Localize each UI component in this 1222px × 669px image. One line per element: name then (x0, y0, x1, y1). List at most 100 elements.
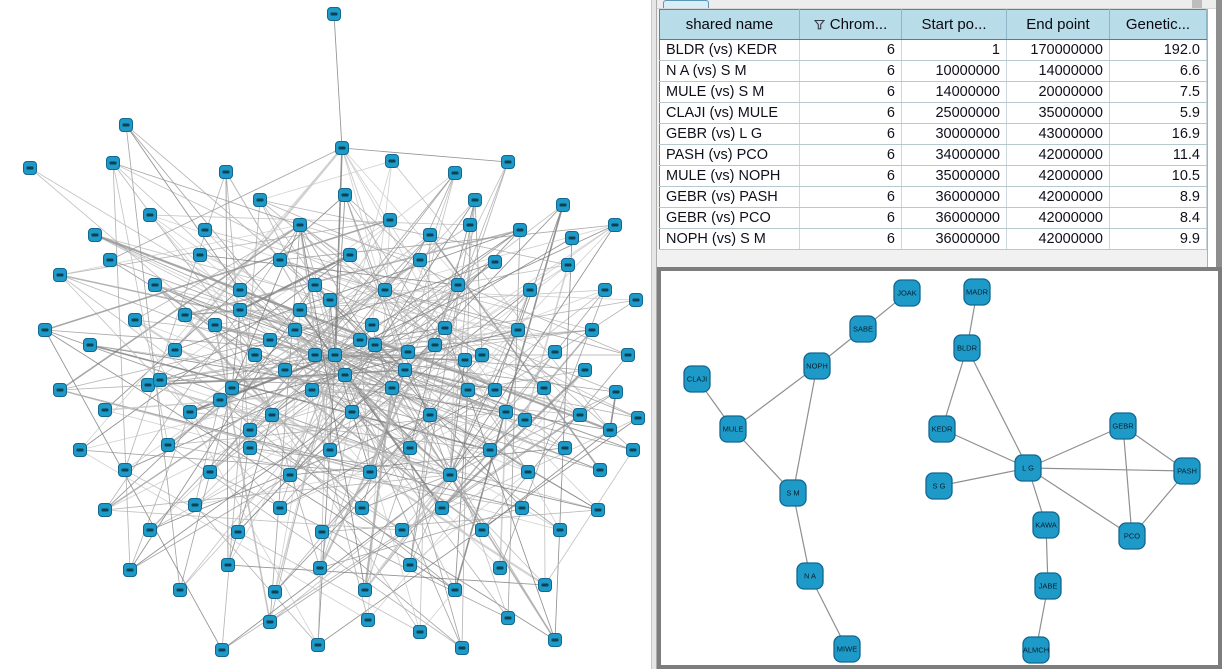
table-cell[interactable]: 25000000 (901, 102, 1007, 124)
table-cell[interactable]: 7.5 (1109, 81, 1207, 103)
table-cell[interactable]: 10.5 (1109, 165, 1207, 187)
network-edge[interactable] (732, 365, 818, 430)
network-node[interactable] (308, 348, 322, 362)
network-node[interactable]: CLAJI (683, 365, 711, 393)
network-node[interactable] (98, 503, 112, 517)
network-node[interactable] (343, 248, 357, 262)
table-cell[interactable]: MULE (vs) S M (659, 81, 800, 103)
table-cell[interactable]: 8.4 (1109, 207, 1207, 229)
subnetwork-canvas[interactable]: JOAK MADR SABE NOPH BLDR CLAJI MULE KEDR GEBR L G… (661, 271, 1218, 665)
table-cell[interactable]: N A (vs) S M (659, 60, 800, 82)
column-header-shared-name[interactable]: shared name (659, 9, 800, 40)
table-cell[interactable]: 16.9 (1109, 123, 1207, 145)
network-node[interactable] (221, 558, 235, 572)
table-cell[interactable]: BLDR (vs) KEDR (659, 39, 800, 61)
network-node[interactable] (368, 338, 382, 352)
network-node[interactable] (395, 523, 409, 537)
network-node[interactable] (215, 643, 229, 657)
network-node[interactable] (548, 633, 562, 647)
table-cell[interactable]: GEBR (vs) PASH (659, 186, 800, 208)
network-node[interactable] (278, 363, 292, 377)
network-node[interactable] (556, 198, 570, 212)
network-node[interactable] (435, 501, 449, 515)
panel-tab-fragment[interactable] (663, 0, 709, 8)
network-node[interactable] (385, 381, 399, 395)
network-node[interactable] (353, 333, 367, 347)
network-node[interactable] (173, 583, 187, 597)
network-node[interactable] (288, 323, 302, 337)
network-node[interactable] (153, 373, 167, 387)
network-node[interactable] (283, 468, 297, 482)
network-node[interactable] (448, 166, 462, 180)
table-row[interactable]: N A (vs) S M 6 10000000 14000000 6.6 (659, 60, 1207, 82)
table-cell[interactable]: 42000000 (1006, 186, 1110, 208)
network-node[interactable] (98, 403, 112, 417)
network-edge[interactable] (1027, 467, 1188, 472)
network-node[interactable] (461, 383, 475, 397)
network-node[interactable] (629, 293, 643, 307)
network-node[interactable]: ALMCH (1022, 636, 1050, 664)
network-node[interactable]: JABE (1034, 572, 1062, 600)
network-node[interactable] (313, 561, 327, 575)
network-node[interactable] (413, 253, 427, 267)
network-node[interactable] (403, 558, 417, 572)
overview-network-canvas[interactable] (0, 0, 651, 669)
table-row[interactable]: CLAJI (vs) MULE 6 25000000 35000000 5.9 (659, 102, 1207, 124)
network-node[interactable] (38, 323, 52, 337)
network-node[interactable] (488, 255, 502, 269)
network-node[interactable] (143, 523, 157, 537)
table-row[interactable]: GEBR (vs) PASH 6 36000000 42000000 8.9 (659, 186, 1207, 208)
network-node[interactable]: MIWE (833, 635, 861, 663)
table-cell[interactable]: 6 (799, 81, 902, 103)
table-cell[interactable]: 14000000 (1006, 60, 1110, 82)
network-node[interactable]: GEBR (1109, 412, 1137, 440)
network-node[interactable] (521, 465, 535, 479)
network-node[interactable] (273, 501, 287, 515)
network-node[interactable]: S G (925, 472, 953, 500)
network-node[interactable] (263, 333, 277, 347)
table-cell[interactable]: 20000000 (1006, 81, 1110, 103)
network-node[interactable] (558, 441, 572, 455)
network-node[interactable] (443, 468, 457, 482)
table-cell[interactable]: 35000000 (901, 165, 1007, 187)
network-node[interactable] (88, 228, 102, 242)
network-node[interactable] (518, 413, 532, 427)
network-node[interactable] (338, 368, 352, 382)
network-node[interactable] (499, 405, 513, 419)
network-node[interactable] (345, 405, 359, 419)
network-node[interactable]: PCO (1118, 522, 1146, 550)
table-cell[interactable]: 1 (901, 39, 1007, 61)
network-node[interactable] (148, 278, 162, 292)
network-node[interactable] (233, 283, 247, 297)
table-row[interactable]: GEBR (vs) PCO 6 36000000 42000000 8.4 (659, 207, 1207, 229)
network-node[interactable] (608, 218, 622, 232)
network-node[interactable] (488, 383, 502, 397)
network-edge[interactable] (938, 467, 1029, 487)
network-node[interactable] (335, 141, 349, 155)
network-node[interactable] (305, 383, 319, 397)
network-node[interactable]: PASH (1173, 457, 1201, 485)
network-node[interactable] (338, 188, 352, 202)
network-node[interactable] (119, 118, 133, 132)
network-edge[interactable] (1027, 425, 1124, 469)
network-node[interactable]: S M (779, 479, 807, 507)
table-row[interactable]: BLDR (vs) KEDR 6 1 170000000 192.0 (659, 39, 1207, 61)
network-node[interactable] (609, 385, 623, 399)
network-node[interactable] (208, 318, 222, 332)
network-node[interactable] (573, 408, 587, 422)
network-node[interactable] (213, 393, 227, 407)
network-node[interactable] (198, 223, 212, 237)
network-node[interactable] (383, 213, 397, 227)
network-node[interactable] (253, 193, 267, 207)
network-node[interactable] (123, 563, 137, 577)
network-node[interactable] (103, 253, 117, 267)
table-cell[interactable]: NOPH (vs) S M (659, 228, 800, 250)
column-header-chromosome[interactable]: Chrom... (799, 9, 902, 40)
table-cell[interactable]: 6 (799, 207, 902, 229)
table-cell[interactable]: 11.4 (1109, 144, 1207, 166)
network-node[interactable] (513, 223, 527, 237)
network-node[interactable] (243, 441, 257, 455)
network-node[interactable] (438, 321, 452, 335)
network-edge[interactable] (1027, 467, 1133, 537)
table-cell[interactable]: 8.9 (1109, 186, 1207, 208)
